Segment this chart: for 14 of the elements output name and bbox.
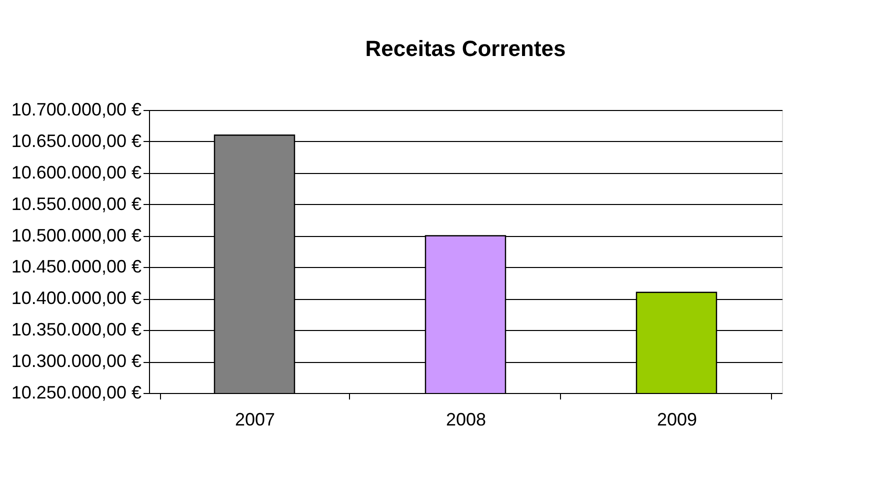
y-tick-label: 10.300.000,00 € <box>11 351 142 372</box>
y-tick-label: 10.550.000,00 € <box>11 194 142 214</box>
y-tick-label: 10.500.000,00 € <box>11 225 142 246</box>
x-tick-label: 2008 <box>446 410 486 430</box>
y-tick-label: 10.400.000,00 € <box>11 288 142 308</box>
y-tick-label: 10.600.000,00 € <box>11 162 142 182</box>
y-tick-label: 10.650.000,00 € <box>11 130 142 151</box>
y-tick-label: 10.450.000,00 € <box>11 256 142 277</box>
x-tick-label: 2009 <box>656 410 698 430</box>
x-tick-label: 2007 <box>234 410 276 430</box>
chart-title: Receitas Correntes <box>365 36 566 61</box>
y-tick-label: 10.350.000,00 € <box>11 320 142 340</box>
y-tick-label: 10.250.000,00 € <box>11 382 142 402</box>
y-tick-label: 10.700.000,00 € <box>11 100 142 120</box>
